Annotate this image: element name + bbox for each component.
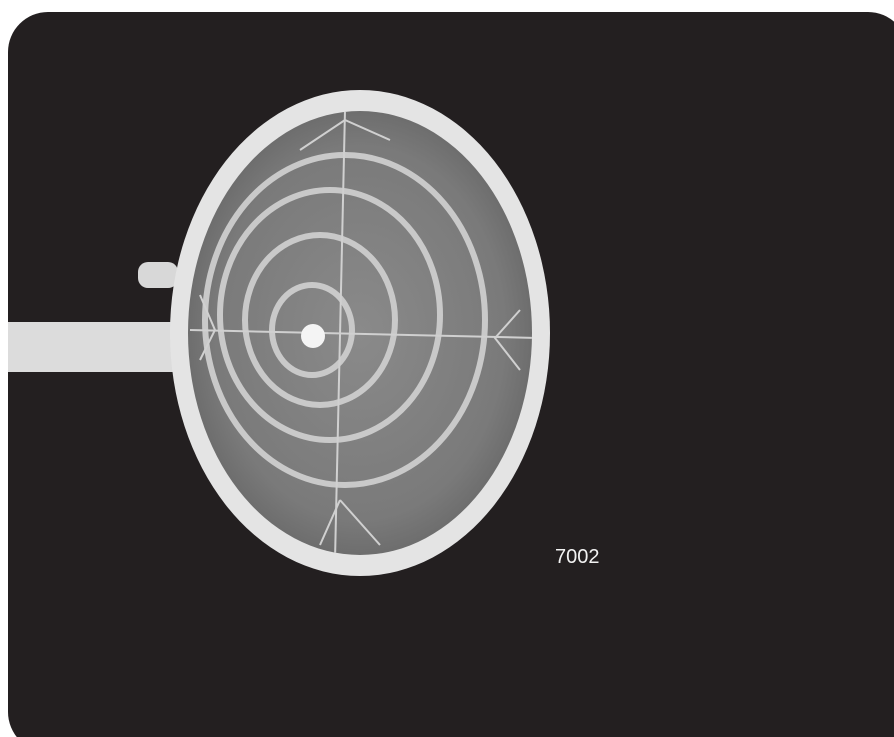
handle: [8, 262, 188, 372]
center-dot: [301, 324, 325, 348]
label: 7002: [555, 546, 600, 568]
veins: [189, 111, 532, 555]
